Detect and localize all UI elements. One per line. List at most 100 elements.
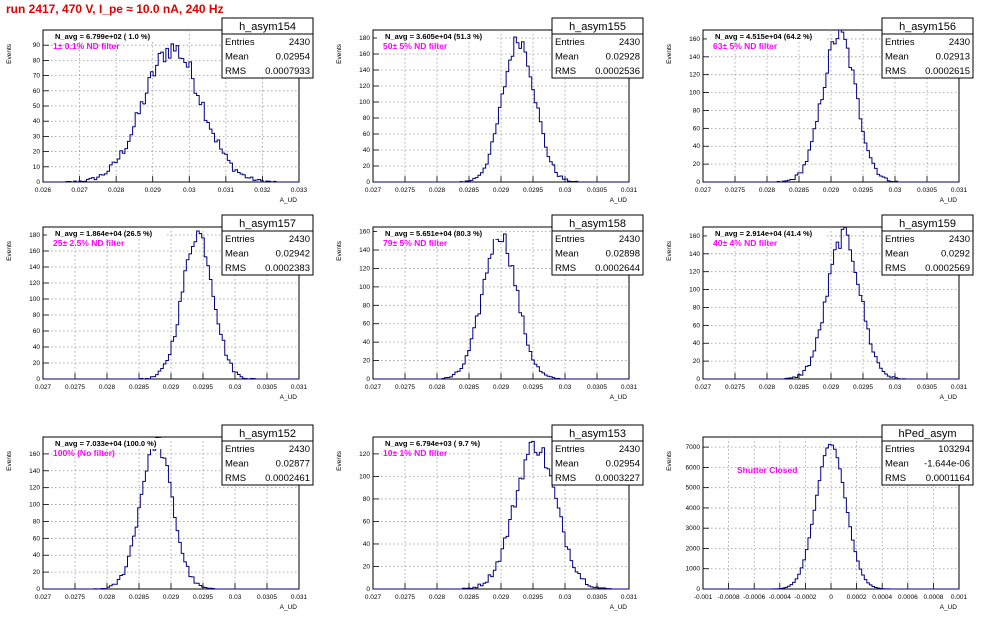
x-tick-label: 0.028 <box>759 384 776 391</box>
x-tick-label: 0.0006 <box>898 594 918 601</box>
stats-value: 0.0007933 <box>265 66 310 77</box>
navg-box <box>707 228 827 239</box>
x-tick-label: 0.027 <box>695 187 712 194</box>
stats-value: 0.02913 <box>936 52 970 63</box>
stats-value: 0.0001164 <box>926 473 970 484</box>
stats-value: 2430 <box>619 234 640 245</box>
y-tick-label: 120 <box>29 485 40 492</box>
page-title: run 2417, 470 V, I_pe ≈ 10.0 nA, 240 Hz <box>6 2 224 16</box>
y-axis-label: Events <box>6 240 13 261</box>
x-tick-label: 0.0275 <box>725 187 745 194</box>
navg-box <box>47 31 167 42</box>
x-tick-label: 0.028 <box>429 187 446 194</box>
x-tick-label: 0.027 <box>35 594 52 601</box>
stats-label: RMS <box>225 66 246 77</box>
x-tick-label: 0.0295 <box>523 594 543 601</box>
stats-label: Entries <box>555 37 585 48</box>
stats-value: 2430 <box>619 37 640 48</box>
stats-value: 2430 <box>949 37 970 48</box>
stats-value: 0.02942 <box>276 249 310 260</box>
histogram-panel-h_asym155: 0.027 0.0275 0.028 0.0285 0.029 0.0295 0.03 0.0… <box>336 17 644 204</box>
x-tick-label: 0.032 <box>254 187 271 194</box>
x-tick-label: 0.0002 <box>847 594 867 601</box>
y-tick-label: 1000 <box>686 566 701 573</box>
stats-box <box>221 424 314 486</box>
x-tick-label: 0.027 <box>695 384 712 391</box>
filter-annotation: 100% (No filter) <box>53 448 115 458</box>
stats-label: RMS <box>555 66 576 77</box>
stats-box <box>881 214 974 276</box>
y-tick-label: 60 <box>33 328 41 335</box>
navg-label: N_avg = 1.864e+04 (26.5 %) <box>55 229 153 238</box>
stats-value: 0.0002569 <box>925 263 970 274</box>
y-tick-label: 80 <box>693 107 701 114</box>
y-tick-label: 160 <box>689 36 700 43</box>
x-tick-label: 0.0285 <box>129 594 149 601</box>
stats-label: Entries <box>555 444 585 455</box>
y-tick-label: 0 <box>696 586 700 593</box>
y-axis-label: Events <box>336 240 343 261</box>
y-tick-label: 80 <box>33 312 41 319</box>
stats-value: 2430 <box>289 444 310 455</box>
y-tick-label: 0 <box>366 586 370 593</box>
y-tick-label: 160 <box>29 451 40 458</box>
x-tick-label: 0.0275 <box>725 384 745 391</box>
y-tick-label: 160 <box>359 51 370 58</box>
x-tick-label: 0.0295 <box>853 187 873 194</box>
histogram-panel-h_asym157: 0.027 0.0275 0.028 0.0285 0.029 0.0295 0.03 0.0… <box>6 214 314 401</box>
x-axis-label: A_UD <box>940 197 958 204</box>
stats-box <box>881 424 974 486</box>
y-tick-label: 0 <box>366 376 370 383</box>
x-tick-label: 0.0275 <box>395 187 415 194</box>
x-tick-label: 0.0295 <box>523 187 543 194</box>
x-tick-label: 0.028 <box>99 384 116 391</box>
histogram-name: h_asym153 <box>569 428 626 440</box>
histogram-bars <box>43 43 299 183</box>
x-tick-label: 0.029 <box>163 384 180 391</box>
x-tick-label: 0.0305 <box>587 187 607 194</box>
y-axis-label: Events <box>6 43 13 64</box>
stats-label: RMS <box>225 263 246 274</box>
x-axis-label: A_UD <box>610 197 628 204</box>
x-tick-label: 0.027 <box>71 187 88 194</box>
stats-box <box>881 17 974 79</box>
y-tick-label: 20 <box>33 149 41 156</box>
y-tick-label: 40 <box>33 344 41 351</box>
histogram-panel-h_asym153: 0.027 0.0275 0.028 0.0285 0.029 0.0295 0.03 0.0… <box>336 424 644 611</box>
x-tick-label: 0.0275 <box>395 384 415 391</box>
y-tick-label: 30 <box>33 133 41 140</box>
y-tick-label: 40 <box>363 147 371 154</box>
y-tick-label: 140 <box>359 247 370 254</box>
stats-label: Mean <box>555 52 579 63</box>
x-axis-label: A_UD <box>610 604 628 611</box>
stats-value: 0.0002461 <box>265 473 310 484</box>
histogram-name: h_asym158 <box>569 218 626 230</box>
stats-box <box>551 214 644 276</box>
navg-box <box>377 438 497 449</box>
y-tick-label: 100 <box>359 99 370 106</box>
y-tick-label: 180 <box>359 35 370 42</box>
histogram-name: h_asym155 <box>569 21 626 33</box>
navg-label: N_avg = 5.651e+04 (80.3 %) <box>385 229 483 238</box>
stats-label: Entries <box>225 234 255 245</box>
x-tick-label: 0.029 <box>493 384 510 391</box>
x-tick-label: 0.0275 <box>65 384 85 391</box>
x-tick-label: 0.028 <box>759 187 776 194</box>
x-tick-label: 0.029 <box>163 594 180 601</box>
x-axis-label: A_UD <box>940 604 958 611</box>
stats-label: Mean <box>885 459 909 470</box>
stats-value: 2430 <box>619 444 640 455</box>
y-tick-label: 20 <box>363 163 371 170</box>
stats-label: RMS <box>885 66 906 77</box>
y-tick-label: 40 <box>363 339 371 346</box>
stats-label: Entries <box>555 234 585 245</box>
x-tick-label: 0.028 <box>99 594 116 601</box>
y-tick-label: 100 <box>359 284 370 291</box>
x-tick-label: 0.028 <box>429 384 446 391</box>
x-tick-label: -0.0002 <box>794 594 816 601</box>
y-axis-label: Events <box>666 240 673 261</box>
x-tick-label: 0.0285 <box>789 187 809 194</box>
x-tick-label: 0.027 <box>365 187 382 194</box>
stats-label: Entries <box>885 234 915 245</box>
